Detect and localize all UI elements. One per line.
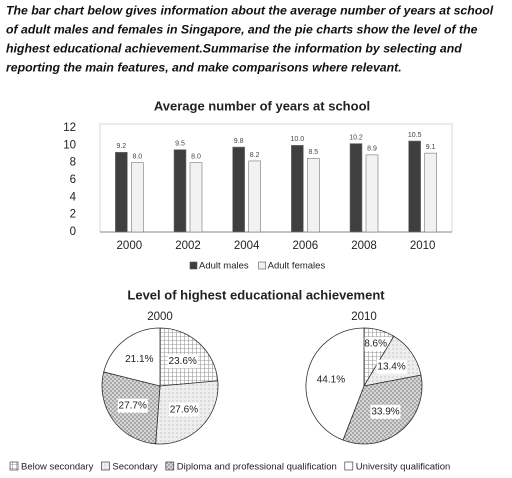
bar	[173, 149, 187, 233]
prompt-line: highest educational achievement.Summaris…	[6, 41, 462, 55]
value-label: 10.0	[291, 136, 305, 143]
value-label: 9.1	[426, 144, 436, 151]
plot-frame	[99, 123, 453, 233]
prompt-line: of adult males and females in Singapore,…	[6, 22, 478, 36]
pie-title: 2010	[351, 311, 377, 323]
legend-label: Adult males	[199, 261, 249, 272]
pie-label-bg	[168, 402, 199, 417]
bar-chart-title: Average number of years at school	[154, 98, 370, 113]
bar	[232, 146, 245, 233]
value-label: 9.5	[175, 141, 185, 148]
pie-label: 21.1%	[125, 354, 153, 365]
value-label: 8.0	[132, 154, 142, 161]
pie-label-bg	[370, 404, 401, 419]
value-label: 8.9	[367, 146, 377, 153]
x-tick-label: 2004	[234, 240, 260, 252]
bar	[365, 154, 379, 233]
value-label: 10.5	[408, 132, 422, 139]
value-label: 10.2	[349, 134, 363, 141]
pie-label: 13.4%	[377, 361, 405, 372]
y-tick-label: 12	[63, 122, 76, 134]
pie-label-bg	[124, 352, 155, 367]
x-tick-label: 2006	[293, 240, 319, 252]
y-tick-label: 0	[70, 226, 76, 238]
pie-label-bg	[167, 354, 198, 369]
legend-label: Secondary	[112, 462, 158, 473]
legend-swatch	[189, 261, 198, 270]
bar	[189, 162, 203, 233]
legend-swatch	[101, 461, 110, 471]
bar	[115, 151, 128, 233]
pie-chart-title: Level of highest educational achievement	[127, 287, 385, 302]
pie-label-bg	[376, 359, 407, 374]
pie-label: 23.6%	[169, 356, 197, 367]
pie-label: 8.6%	[364, 339, 387, 350]
y-tick-label: 4	[70, 191, 77, 203]
pie-label-bg	[117, 398, 148, 413]
value-label: 8.2	[250, 152, 260, 159]
x-tick-label: 2010	[410, 240, 436, 252]
value-label: 8.5	[308, 149, 318, 156]
bar	[248, 160, 261, 233]
pie-label: 27.7%	[119, 400, 147, 411]
y-tick-label: 2	[70, 209, 76, 221]
prompt-line: The bar chart below gives information ab…	[6, 3, 494, 17]
pie-label: 27.6%	[170, 404, 198, 415]
legend-label: Below secondary	[21, 462, 94, 473]
legend-swatch	[344, 461, 354, 471]
bar	[349, 143, 363, 233]
x-tick-label: 2008	[351, 240, 377, 252]
legend-swatch	[258, 261, 266, 270]
prompt-line: reporting the main features, and make co…	[6, 60, 402, 74]
legend-label: Diploma and professional qualification	[177, 462, 337, 473]
value-label: 8.0	[191, 154, 201, 161]
legend-label: University qualification	[356, 462, 451, 473]
value-label: 9.8	[234, 138, 244, 145]
pie-label-bg	[315, 372, 346, 387]
y-tick-label: 10	[63, 139, 76, 151]
bar	[307, 158, 320, 233]
pie-label: 33.9%	[371, 406, 399, 417]
y-tick-label: 8	[70, 157, 76, 169]
pie-label-bg	[360, 337, 391, 352]
legend-label: Adult females	[268, 261, 326, 272]
pie-title: 2000	[147, 311, 173, 323]
bar	[131, 162, 144, 233]
pie-label: 44.1%	[317, 374, 345, 385]
y-tick-label: 6	[70, 174, 76, 186]
bar	[408, 140, 421, 233]
x-tick-label: 2000	[117, 240, 143, 252]
bar	[424, 152, 437, 233]
legend-swatch	[165, 461, 175, 471]
value-label: 9.2	[116, 143, 126, 150]
x-tick-label: 2002	[175, 240, 201, 252]
legend-swatch	[9, 461, 19, 471]
bar	[291, 145, 304, 233]
